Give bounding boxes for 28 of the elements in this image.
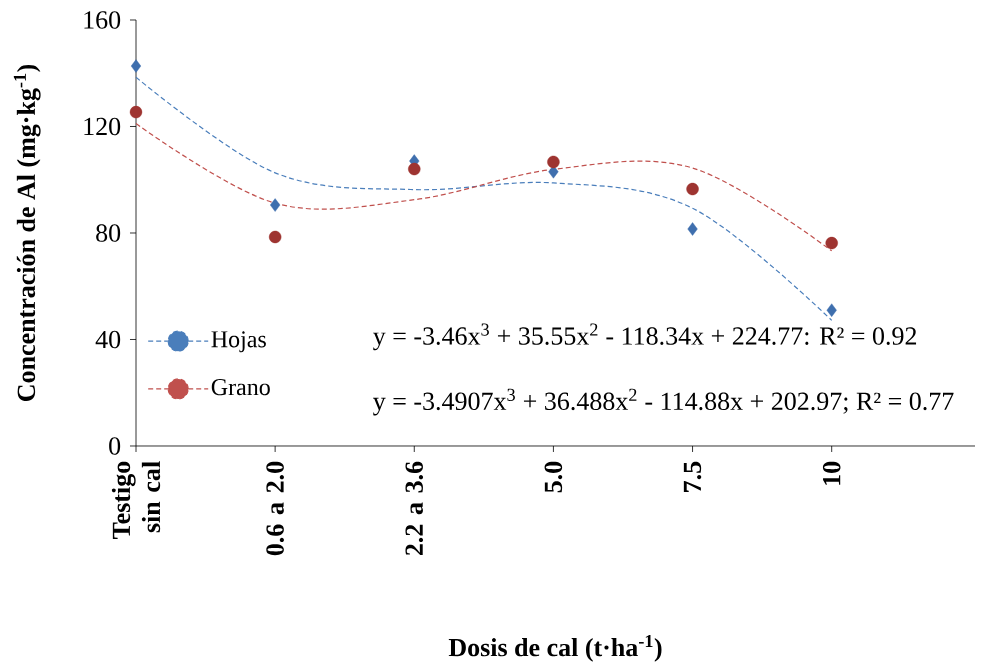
x-tick-label: 2.2 a 3.6 (405, 461, 424, 556)
point (129, 105, 143, 119)
y-tick-label: 80 (96, 224, 121, 242)
point (547, 155, 560, 169)
legend-label: Grano (211, 379, 270, 396)
x-tick-label: 0.6 a 2.0 (266, 461, 284, 556)
point (270, 198, 281, 212)
y-tick-label: 160 (84, 11, 121, 29)
point (268, 230, 282, 244)
y-tick-label: 40 (95, 330, 121, 349)
x-tick-label: Testigo sin cal (111, 461, 161, 539)
point (408, 162, 421, 176)
annotation: y = -3.4907x$^{3}$ + 36.488x$^{2}$ - 114.88x + 202.97; R² = 0.77 (373, 388, 954, 416)
point (130, 59, 142, 73)
x-axis-title: Dosis de cal (t·ha$^{-1}$) (448, 635, 662, 662)
y-tick-label: 0 (109, 437, 121, 455)
point (687, 222, 698, 236)
y-axis-title: Concentración de Al (mg·kg$^{-1}$) (13, 64, 41, 401)
annotation: y = -3.46x$^{3}$ + 35.55x$^{2}$ - 118.34x + 224.77: R² = 0.92 (373, 323, 917, 351)
point (825, 236, 838, 250)
y-tick-label: 120 (84, 117, 121, 136)
x-tick-label: 10 (822, 461, 841, 485)
x-tick-label: 7.5 (683, 461, 702, 492)
point (686, 182, 699, 196)
x-tick-label: 5.0 (544, 461, 563, 493)
legend-label: Hojas (211, 331, 266, 353)
line-series (135, 76, 833, 321)
point (826, 303, 837, 317)
